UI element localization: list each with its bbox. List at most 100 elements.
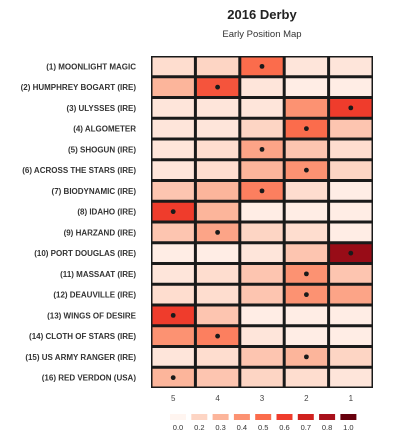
- heatmap-cell: [196, 202, 239, 221]
- legend-label: 0.6: [279, 423, 289, 432]
- heatmap-cell: [152, 182, 194, 200]
- heatmap-cell: [196, 265, 239, 283]
- heatmap-cell: [285, 57, 328, 76]
- heatmap-cell: [241, 306, 283, 325]
- row-label: (4) ALGOMETER: [73, 125, 136, 134]
- heatmap-cell: [241, 265, 283, 283]
- heatmap-cell: [241, 244, 283, 262]
- row-label: (2) HUMPHREY BOGART (IRE): [21, 83, 137, 92]
- legend-swatch: [191, 414, 208, 420]
- heatmap-cell: [196, 244, 239, 262]
- column-labels: 5 4 3 2 1: [171, 394, 354, 403]
- heatmap-cell: [196, 285, 239, 304]
- position-marker: [259, 63, 265, 69]
- heatmap-cell: [285, 140, 328, 159]
- heatmap-cell: [285, 327, 328, 345]
- legend-label: 0.3: [215, 423, 225, 432]
- heatmap-cell: [152, 327, 194, 345]
- heatmap-cell: [152, 119, 194, 138]
- heatmap-cell: [241, 78, 283, 96]
- position-marker: [170, 375, 176, 381]
- heatmap-cell: [196, 348, 239, 366]
- legend-label: 1.0: [343, 423, 353, 432]
- row-label: (8) IDAHO (IRE): [77, 208, 136, 217]
- position-marker: [170, 209, 176, 215]
- row-label: (13) WINGS OF DESIRE: [47, 311, 137, 320]
- heatmap-cell: [330, 119, 372, 138]
- column-label: 3: [260, 394, 265, 403]
- heatmap-cell: [152, 223, 194, 242]
- heatmap-cell: [152, 140, 194, 159]
- heatmap-cell: [330, 265, 372, 283]
- position-marker: [304, 354, 309, 360]
- heatmap-cell: [196, 99, 239, 117]
- position-marker: [259, 188, 265, 194]
- heatmap-cell: [196, 306, 239, 325]
- heatmap-cell: [152, 99, 194, 117]
- heatmap-cell: [152, 161, 194, 179]
- heatmap-cell: [152, 78, 194, 96]
- heatmap-cell: [196, 57, 239, 76]
- row-label: (15) US ARMY RANGER (IRE): [25, 353, 136, 362]
- heatmap-cell: [330, 327, 372, 345]
- position-marker: [304, 292, 309, 298]
- heatmap-cell: [330, 161, 372, 179]
- column-label: 1: [349, 394, 354, 403]
- position-marker: [304, 167, 309, 173]
- heatmap-cell: [241, 99, 283, 117]
- heatmap-cell: [330, 78, 372, 96]
- row-label: (6) ACROSS THE STARS (IRE): [22, 166, 136, 175]
- legend-swatch: [319, 414, 336, 420]
- position-marker: [215, 84, 221, 90]
- legend-label: 0.2: [194, 423, 204, 432]
- row-label: (5) SHOGUN (IRE): [68, 145, 136, 154]
- heatmap-cell: [241, 348, 283, 366]
- legend-label: 0.4: [237, 423, 247, 432]
- heatmap-cell: [196, 182, 239, 200]
- heatmap-cell: [330, 348, 372, 366]
- heatmap-cell: [285, 78, 328, 96]
- heatmap-cell: [152, 348, 194, 366]
- heatmap-cell: [330, 368, 372, 387]
- row-label: (12) DEAUVILLE (IRE): [53, 291, 136, 300]
- heatmap-cell: [285, 182, 328, 200]
- legend-swatch: [276, 414, 293, 420]
- heatmap-cell: [330, 182, 372, 200]
- row-label: (3) ULYSSES (IRE): [67, 104, 137, 113]
- column-label: 4: [215, 394, 220, 403]
- chart-subtitle: Early Position Map: [222, 29, 301, 40]
- heatmap-cell: [285, 244, 328, 262]
- heatmap-cell: [241, 161, 283, 179]
- heatmap-cell: [330, 306, 372, 325]
- color-legend: 0.0 0.2 0.3 0.4 0.5 0.6 0.7 0.8 1.0: [170, 414, 357, 432]
- legend-swatch: [212, 414, 229, 420]
- legend-label: 0.5: [258, 423, 268, 432]
- row-label: (1) MOONLIGHT MAGIC: [46, 62, 136, 71]
- heatmap-cell: [196, 140, 239, 159]
- column-label: 2: [304, 394, 309, 403]
- heatmap-cell: [285, 223, 328, 242]
- legend-swatch: [255, 414, 272, 420]
- heatmap-cell: [196, 119, 239, 138]
- legend-label: 0.0: [173, 423, 183, 432]
- heatmap-cell: [330, 223, 372, 242]
- heatmap-cell: [330, 285, 372, 304]
- heatmap-cell: [152, 244, 194, 262]
- row-label: (16) RED VERDON (USA): [42, 374, 137, 383]
- legend-swatch: [340, 414, 357, 420]
- heatmap-cell: [152, 285, 194, 304]
- heatmap-cell: [285, 202, 328, 221]
- position-marker: [215, 229, 221, 235]
- row-label: (9) HARZAND (IRE): [64, 228, 137, 237]
- heatmap-cell: [330, 202, 372, 221]
- heatmap-cell: [241, 327, 283, 345]
- legend-swatch: [233, 414, 250, 420]
- heatmap-cell: [241, 119, 283, 138]
- heatmap-cell: [241, 202, 283, 221]
- heatmap-cell: [330, 140, 372, 159]
- heatmap-cell: [285, 306, 328, 325]
- chart-title: 2016 Derby: [227, 7, 297, 22]
- position-marker: [304, 271, 309, 277]
- row-label: (11) MASSAAT (IRE): [60, 270, 136, 279]
